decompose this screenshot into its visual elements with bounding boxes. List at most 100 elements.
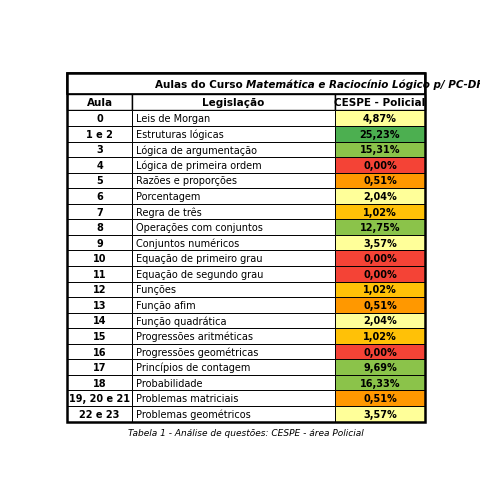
Bar bbox=[132, 220, 335, 235]
Text: 3,57%: 3,57% bbox=[363, 409, 397, 419]
Text: 19, 20 e 21: 19, 20 e 21 bbox=[69, 394, 130, 403]
Bar bbox=[335, 298, 424, 313]
Text: Porcentagem: Porcentagem bbox=[136, 192, 201, 202]
Text: Problemas matriciais: Problemas matriciais bbox=[136, 394, 239, 403]
Text: 0,00%: 0,00% bbox=[363, 160, 397, 170]
Text: 18: 18 bbox=[93, 378, 107, 388]
Bar bbox=[132, 391, 335, 406]
Text: 16,33%: 16,33% bbox=[360, 378, 400, 388]
Bar bbox=[335, 266, 424, 282]
Bar bbox=[67, 391, 132, 406]
Bar bbox=[132, 189, 335, 204]
Bar bbox=[335, 189, 424, 204]
Bar bbox=[67, 282, 132, 298]
Text: 2,04%: 2,04% bbox=[363, 192, 397, 202]
Bar bbox=[67, 189, 132, 204]
Text: 15: 15 bbox=[93, 331, 107, 341]
Text: CESPE - Policial: CESPE - Policial bbox=[334, 98, 426, 108]
Bar bbox=[335, 344, 424, 360]
Bar bbox=[335, 142, 424, 158]
Bar bbox=[132, 251, 335, 266]
Text: 22 e 23: 22 e 23 bbox=[79, 409, 120, 419]
Text: 8: 8 bbox=[96, 223, 103, 233]
Bar bbox=[67, 74, 424, 95]
Bar bbox=[67, 313, 132, 328]
Bar bbox=[335, 251, 424, 266]
Text: 9,69%: 9,69% bbox=[363, 362, 397, 372]
Bar bbox=[67, 375, 132, 391]
Bar bbox=[335, 158, 424, 173]
Text: 11: 11 bbox=[93, 269, 107, 279]
Text: Conjuntos numéricos: Conjuntos numéricos bbox=[136, 238, 240, 248]
Bar bbox=[132, 375, 335, 391]
Text: Legislação: Legislação bbox=[202, 98, 264, 108]
Bar bbox=[132, 204, 335, 220]
Bar bbox=[335, 360, 424, 375]
Text: 0,51%: 0,51% bbox=[363, 300, 397, 310]
Text: Lógica de primeira ordem: Lógica de primeira ordem bbox=[136, 160, 262, 171]
Bar bbox=[132, 360, 335, 375]
Text: 3: 3 bbox=[96, 145, 103, 155]
Text: 16: 16 bbox=[93, 347, 107, 357]
Text: 0,00%: 0,00% bbox=[363, 269, 397, 279]
Text: 0,00%: 0,00% bbox=[363, 253, 397, 264]
Bar bbox=[67, 360, 132, 375]
Text: Estruturas lógicas: Estruturas lógicas bbox=[136, 129, 224, 140]
Text: Leis de Morgan: Leis de Morgan bbox=[136, 114, 210, 124]
Text: Probabilidade: Probabilidade bbox=[136, 378, 203, 388]
Text: 7: 7 bbox=[96, 207, 103, 217]
Bar bbox=[67, 266, 132, 282]
Text: 14: 14 bbox=[93, 316, 107, 326]
Text: Função afim: Função afim bbox=[136, 300, 196, 310]
Bar bbox=[67, 158, 132, 173]
Bar bbox=[132, 142, 335, 158]
Bar bbox=[335, 328, 424, 344]
Bar bbox=[67, 111, 132, 127]
Text: 17: 17 bbox=[93, 362, 107, 372]
Bar bbox=[335, 204, 424, 220]
Bar bbox=[132, 158, 335, 173]
Text: 1,02%: 1,02% bbox=[363, 285, 397, 295]
Bar bbox=[67, 142, 132, 158]
Text: 5: 5 bbox=[96, 176, 103, 186]
Text: 2,04%: 2,04% bbox=[363, 316, 397, 326]
Bar bbox=[67, 406, 132, 421]
Bar bbox=[335, 127, 424, 142]
Text: 25,23%: 25,23% bbox=[360, 130, 400, 140]
Text: Regra de três: Regra de três bbox=[136, 207, 202, 217]
Bar bbox=[132, 173, 335, 189]
Text: Progressões geométricas: Progressões geométricas bbox=[136, 347, 259, 357]
Bar bbox=[132, 406, 335, 421]
Text: 3,57%: 3,57% bbox=[363, 238, 397, 248]
Bar bbox=[335, 111, 424, 127]
Text: 13: 13 bbox=[93, 300, 107, 310]
Bar bbox=[67, 95, 132, 111]
Text: 12: 12 bbox=[93, 285, 107, 295]
Bar bbox=[67, 127, 132, 142]
Bar bbox=[132, 328, 335, 344]
Bar bbox=[132, 344, 335, 360]
Bar bbox=[67, 220, 132, 235]
Bar bbox=[67, 298, 132, 313]
Bar bbox=[132, 95, 335, 111]
Bar bbox=[67, 204, 132, 220]
Text: Equação de segundo grau: Equação de segundo grau bbox=[136, 269, 264, 279]
Bar bbox=[335, 235, 424, 251]
Bar bbox=[67, 173, 132, 189]
Text: 15,31%: 15,31% bbox=[360, 145, 400, 155]
Bar bbox=[335, 173, 424, 189]
Text: 4: 4 bbox=[96, 160, 103, 170]
Text: 10: 10 bbox=[93, 253, 107, 264]
Text: 4,87%: 4,87% bbox=[363, 114, 397, 124]
Text: 0,00%: 0,00% bbox=[363, 347, 397, 357]
Text: Função quadrática: Função quadrática bbox=[136, 315, 227, 326]
Bar bbox=[67, 328, 132, 344]
Bar bbox=[132, 127, 335, 142]
Bar bbox=[132, 298, 335, 313]
Bar bbox=[335, 391, 424, 406]
Bar bbox=[132, 266, 335, 282]
Text: 1,02%: 1,02% bbox=[363, 331, 397, 341]
Bar bbox=[132, 111, 335, 127]
Bar bbox=[132, 313, 335, 328]
Bar bbox=[67, 235, 132, 251]
